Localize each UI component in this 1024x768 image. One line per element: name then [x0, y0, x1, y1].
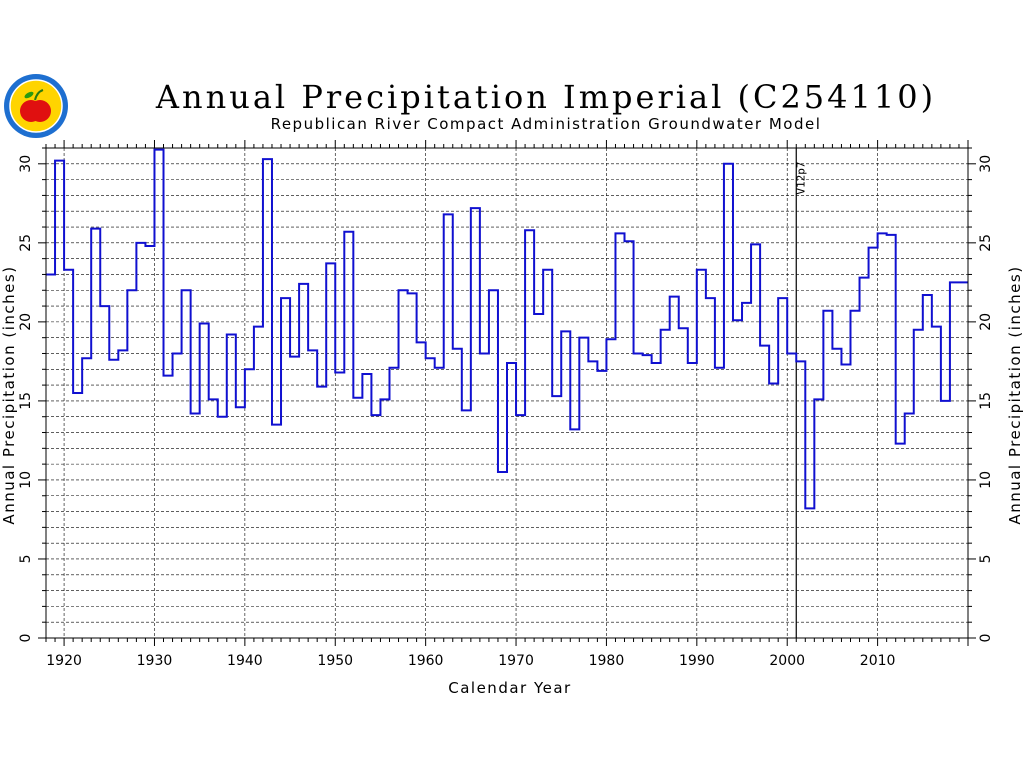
y-axis-label-right: Annual Precipitation (inches): [1006, 265, 1024, 524]
y-tick-label-left: 10: [18, 471, 34, 489]
x-tick-label: 2000: [769, 653, 805, 669]
x-tick-label: 1930: [137, 653, 173, 669]
x-tick-label: 1980: [589, 653, 625, 669]
y-tick-label-left: 0: [18, 634, 34, 643]
x-tick-label: 1940: [227, 653, 263, 669]
plot-frame: [45, 147, 969, 639]
y-tick-label-right: 10: [978, 471, 994, 489]
y-tick-label-right: 30: [978, 155, 994, 173]
x-tick-label: 1960: [408, 653, 444, 669]
y-tick-label-left: 30: [18, 155, 34, 173]
y-tick-label-right: 25: [978, 234, 994, 252]
y-tick-label-right: 5: [978, 555, 994, 564]
y-tick-label-left: 15: [18, 392, 34, 410]
chart-subtitle: Republican River Compact Administration …: [271, 115, 822, 133]
x-tick-label: 2010: [860, 653, 896, 669]
annotations: V12p7: [794, 148, 807, 638]
y-tick-label-right: 0: [978, 634, 994, 643]
agency-seal-logo: [4, 74, 68, 138]
precipitation-series-line: [46, 148, 968, 510]
y-tick-label-left: 5: [18, 555, 34, 564]
y-tick-label-right: 15: [978, 392, 994, 410]
y-tick-label-right: 20: [978, 313, 994, 331]
x-tick-label: 1920: [46, 653, 82, 669]
version-marker-label: V12p7: [794, 161, 807, 194]
chart-title: Annual Precipitation Imperial (C254110): [155, 78, 936, 116]
x-tick-label: 1990: [679, 653, 715, 669]
y-tick-label-left: 20: [18, 313, 34, 331]
x-tick-label: 1970: [498, 653, 534, 669]
y-tick-label-left: 25: [18, 234, 34, 252]
x-tick-label: 1950: [317, 653, 353, 669]
axis-ticks: 1920 1930 1940 1950 1960 1970 1980 1990 2000 2010…: [18, 140, 994, 669]
y-axis-label-left: Annual Precipitation (inches): [0, 265, 18, 524]
x-axis-label: Calendar Year: [448, 679, 571, 697]
